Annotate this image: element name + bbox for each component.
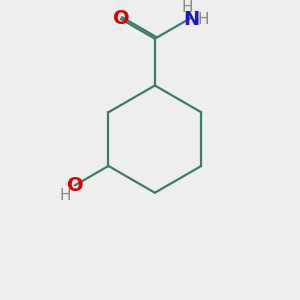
Text: N: N xyxy=(183,10,200,29)
Text: O: O xyxy=(67,176,84,195)
Text: H: H xyxy=(182,0,193,15)
Text: O: O xyxy=(113,9,129,28)
Text: H: H xyxy=(197,12,209,27)
Text: H: H xyxy=(59,188,71,203)
